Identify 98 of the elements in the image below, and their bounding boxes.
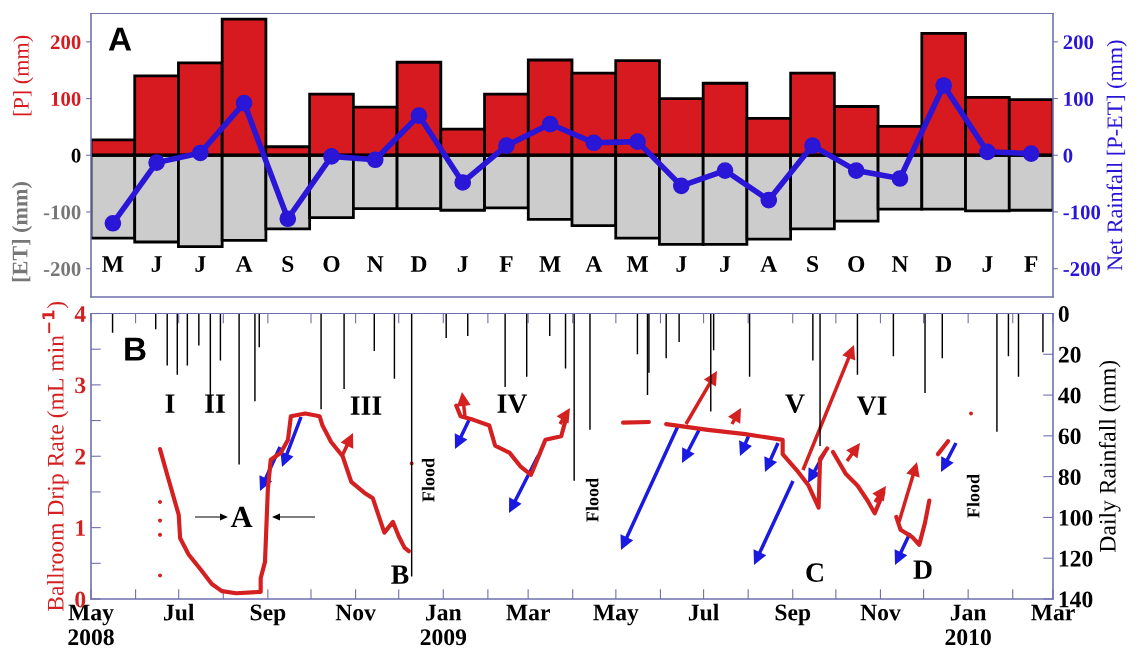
y2-tick-label: 0	[1058, 305, 1069, 322]
annotation: Flood	[585, 478, 599, 522]
point	[935, 77, 953, 94]
point	[191, 144, 209, 162]
x-tick-label: A	[760, 256, 778, 272]
x-tick-label: M	[626, 256, 649, 272]
y-axis-title: [P] (mm)	[13, 35, 34, 116]
x-tick-label: N	[367, 256, 384, 272]
point	[279, 210, 297, 228]
y2-tick-label: 20	[1058, 346, 1081, 363]
annotation: B	[391, 565, 409, 584]
text: [ET] (mm)	[11, 182, 33, 282]
annotation: Flood	[421, 458, 435, 502]
point	[158, 518, 162, 523]
point	[158, 573, 162, 578]
x-tick-label: Jan 2009	[420, 604, 467, 646]
annotation: Flood	[966, 474, 980, 518]
x-tick-label: Nov	[335, 604, 376, 621]
y-axis-title: Ballroom Drip Rate (mL min$^{−1}$)	[42, 301, 69, 612]
annotation: III	[350, 396, 382, 415]
y2-tick-label: -200	[1063, 262, 1101, 277]
annotation: VI	[856, 396, 887, 416]
x-tick-label: M	[539, 256, 561, 272]
point	[804, 137, 821, 154]
x-tick-label: J	[195, 256, 206, 272]
annotation: C	[806, 563, 823, 582]
y-tick-label: -200	[43, 262, 81, 277]
y-tick-label: 100	[51, 91, 81, 106]
y2-axis-title: Net Rainfall [P-ET] (mm)	[1106, 40, 1127, 271]
x-tick-label: Mar	[506, 604, 550, 621]
x-tick-label: Jul	[688, 603, 719, 621]
y2-tick-label: 0	[1063, 148, 1073, 163]
x-tick-label: J	[982, 256, 993, 272]
y2-tick-label: 60	[1058, 428, 1081, 445]
point	[760, 191, 778, 209]
point	[148, 154, 165, 171]
y-tick-label: 0	[71, 148, 81, 163]
point	[410, 107, 428, 124]
x-tick-label: N	[891, 256, 909, 272]
annotation: II	[205, 394, 225, 413]
x-tick-label: A	[235, 256, 253, 272]
point	[969, 411, 973, 416]
y-tick-label: 4	[74, 306, 86, 322]
x-tick-label: Jul	[164, 603, 195, 621]
x-tick-label: Jan 2010	[945, 604, 991, 646]
point	[716, 162, 734, 179]
x-tick-label: J	[457, 256, 468, 272]
x-tick-label: D	[935, 256, 952, 272]
y-tick-label: 2	[75, 448, 86, 465]
y2-tick-label: 100	[1064, 91, 1094, 106]
y2-tick-label: 80	[1058, 469, 1081, 486]
x-tick-label: J	[151, 256, 162, 272]
point	[847, 162, 865, 179]
annotation: A	[108, 27, 132, 51]
x-tick-label: May	[593, 604, 639, 626]
point	[323, 148, 340, 165]
y2-tick-label: -100	[1063, 205, 1101, 220]
y2-tick-label: 200	[1063, 35, 1094, 50]
x-tick-label: J	[720, 256, 731, 272]
x-tick-label: S	[282, 256, 294, 272]
annotation: V	[785, 394, 805, 414]
y-tick-label: -100	[43, 205, 81, 220]
point	[235, 94, 253, 112]
point	[541, 115, 559, 133]
annotation: D	[913, 560, 932, 579]
x-tick-label: O	[323, 256, 340, 272]
point	[366, 151, 384, 169]
y2-axis-title: Daily Rainfall (mm)	[1098, 360, 1121, 552]
x-tick-label: O	[848, 256, 865, 272]
x-tick-label: D	[410, 256, 427, 272]
annotation: IV	[497, 394, 528, 414]
y-tick-label: 1	[76, 520, 85, 536]
point	[672, 177, 690, 195]
x-tick-label: A	[585, 256, 603, 272]
x-tick-label: J	[676, 256, 687, 272]
point	[158, 532, 162, 537]
x-tick-label: S	[807, 256, 819, 272]
annotation: I	[165, 394, 175, 413]
x-tick-label: Nov	[860, 604, 901, 621]
annotation: A	[230, 506, 253, 528]
y-tick-label: 3	[75, 377, 86, 394]
annotation: B	[125, 337, 146, 361]
y2-tick-label: 100	[1059, 509, 1093, 526]
y2-tick-label: 120	[1059, 550, 1093, 567]
y2-tick-label: 40	[1058, 387, 1081, 404]
point	[979, 143, 996, 161]
x-tick-label: F	[499, 256, 513, 272]
point	[1022, 145, 1040, 162]
point	[585, 134, 603, 152]
point	[104, 214, 122, 232]
point	[498, 137, 515, 154]
x-tick-label: Sep	[775, 604, 811, 626]
x-tick-label: Sep	[250, 604, 286, 626]
point	[158, 499, 162, 504]
x-tick-label: M	[102, 256, 124, 272]
x-tick-label: F	[1024, 256, 1038, 272]
y-tick-label: 200	[50, 35, 81, 50]
point	[629, 133, 646, 150]
